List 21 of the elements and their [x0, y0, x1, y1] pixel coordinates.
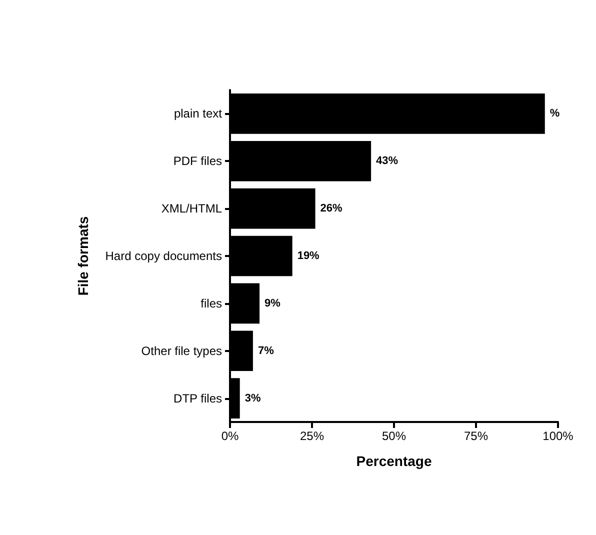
- y-tick-label: Other file types: [141, 344, 222, 358]
- x-tick-label: 100%: [542, 429, 574, 443]
- data-label: 43%: [376, 155, 398, 168]
- x-tick-label: 0%: [221, 429, 239, 443]
- x-tick-label: 25%: [300, 429, 324, 443]
- y-tick-label: DTP files: [174, 391, 222, 406]
- y-tick-label: plain text: [174, 106, 223, 121]
- data-label: 19%: [297, 250, 320, 262]
- x-axis-title: Percentage: [356, 453, 432, 469]
- data-label: 3%: [244, 392, 261, 404]
- y-tick-label: Hard copy documents: [105, 249, 222, 263]
- x-tick-label: 75%: [464, 429, 488, 443]
- y-axis-title: File formats: [75, 216, 91, 296]
- y-tick-label: PDF files: [173, 154, 222, 168]
- x-tick-label: 50%: [382, 429, 406, 443]
- data-label: 7%: [258, 344, 274, 357]
- data-label: %: [550, 108, 560, 120]
- data-label: 26%: [320, 202, 343, 215]
- data-label: 9%: [264, 297, 281, 310]
- y-tick-label: XML/HTML: [161, 202, 222, 216]
- y-tick-label: files: [200, 296, 222, 310]
